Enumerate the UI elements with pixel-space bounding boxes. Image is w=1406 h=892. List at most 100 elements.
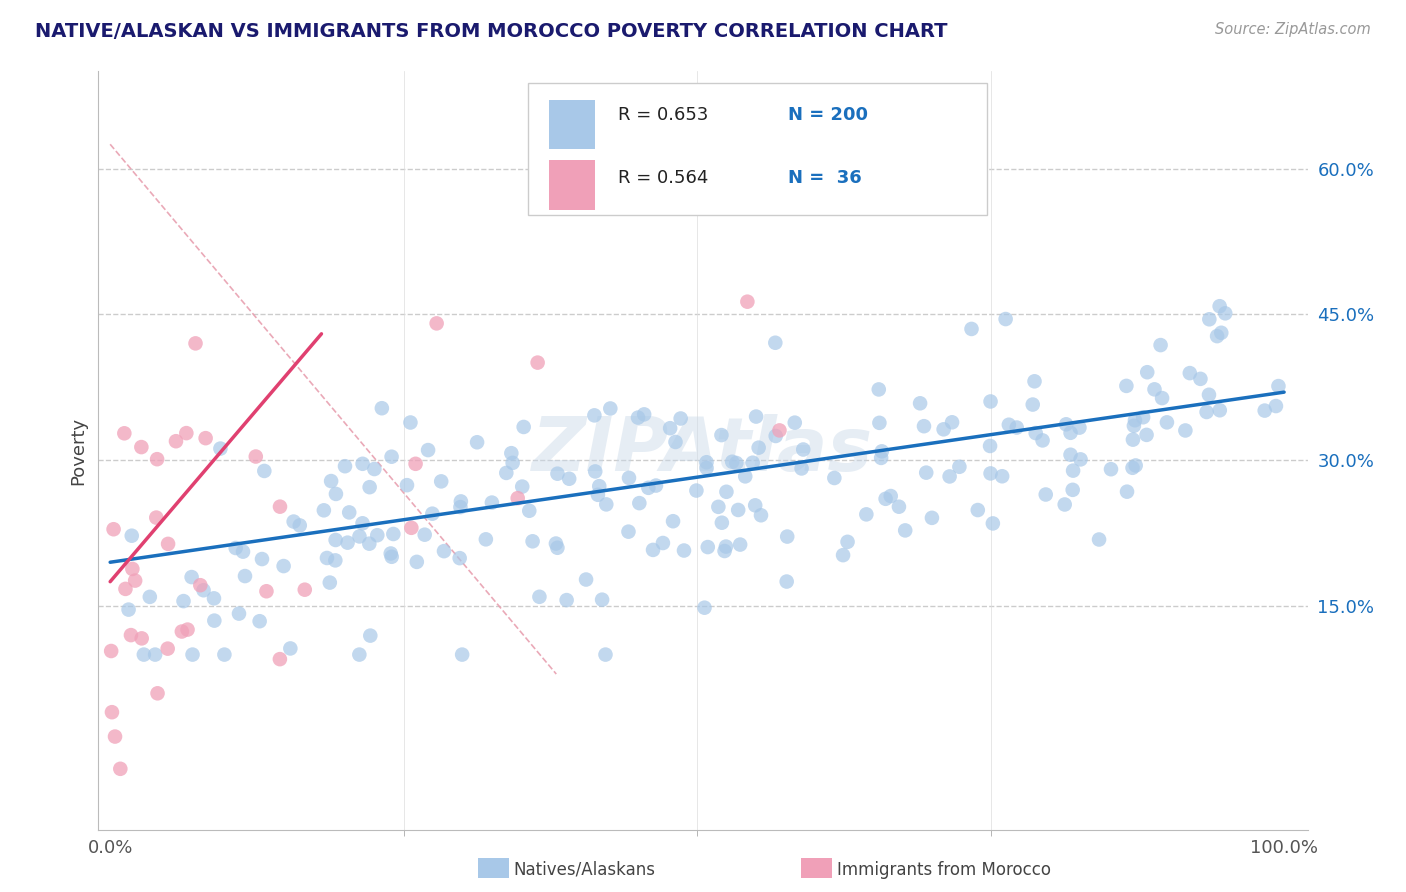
Point	[887, 500, 910, 514]
Point	[981, 516, 1004, 531]
Point	[1122, 433, 1144, 447]
Point	[269, 652, 291, 666]
Point	[349, 648, 371, 662]
Point	[748, 441, 770, 455]
Point	[617, 524, 640, 539]
Point	[288, 518, 311, 533]
Point	[465, 435, 488, 450]
Point	[1189, 372, 1212, 386]
Point	[323, 553, 346, 567]
Y-axis label: Poverty: Poverty	[69, 417, 87, 484]
Point	[316, 551, 339, 566]
Point	[193, 583, 215, 598]
Point	[433, 544, 456, 558]
Point	[1206, 329, 1229, 343]
Point	[915, 466, 938, 480]
Point	[737, 294, 759, 309]
Point	[1062, 483, 1084, 497]
Point	[591, 592, 613, 607]
Point	[641, 542, 664, 557]
Point	[1088, 533, 1111, 547]
Point	[707, 500, 730, 514]
Point	[727, 503, 749, 517]
Point	[651, 536, 673, 550]
Point	[693, 600, 716, 615]
Point	[1198, 312, 1220, 326]
Point	[659, 421, 682, 435]
Point	[145, 510, 167, 524]
Point	[966, 503, 988, 517]
Point	[333, 459, 356, 474]
Point	[1143, 382, 1166, 396]
Point	[269, 500, 291, 514]
Point	[1069, 420, 1091, 434]
Point	[110, 762, 132, 776]
Point	[725, 456, 748, 470]
Point	[1054, 417, 1077, 432]
FancyBboxPatch shape	[527, 83, 987, 216]
Point	[855, 508, 877, 522]
Point	[450, 494, 472, 508]
Point	[517, 504, 540, 518]
Point	[932, 422, 955, 436]
Point	[371, 401, 394, 416]
Point	[875, 491, 897, 506]
Point	[832, 548, 855, 562]
Point	[921, 511, 943, 525]
Point	[426, 317, 449, 331]
Point	[558, 472, 581, 486]
Point	[980, 467, 1002, 481]
Point	[349, 529, 371, 543]
Point	[617, 471, 640, 485]
Point	[1254, 403, 1277, 417]
Point	[783, 416, 806, 430]
Point	[451, 648, 474, 662]
Point	[1132, 410, 1154, 425]
Point	[475, 533, 498, 547]
Point	[405, 457, 427, 471]
Text: R = 0.653: R = 0.653	[619, 105, 709, 124]
Point	[1122, 418, 1144, 433]
Point	[546, 467, 568, 481]
Point	[449, 551, 471, 566]
Point	[734, 469, 756, 483]
Text: NATIVE/ALASKAN VS IMMIGRANTS FROM MOROCCO POVERTY CORRELATION CHART: NATIVE/ALASKAN VS IMMIGRANTS FROM MOROCC…	[35, 22, 948, 41]
Point	[253, 464, 276, 478]
Point	[575, 573, 598, 587]
Point	[146, 686, 169, 700]
Point	[337, 505, 360, 519]
Bar	[550, 161, 595, 210]
Point	[1122, 460, 1144, 475]
Point	[908, 396, 931, 410]
Point	[132, 648, 155, 662]
Point	[595, 648, 617, 662]
Point	[1136, 365, 1159, 379]
Point	[1208, 299, 1230, 313]
Point	[792, 442, 814, 457]
Point	[121, 529, 143, 543]
Point	[696, 455, 718, 469]
Point	[245, 450, 267, 464]
Point	[1156, 415, 1178, 429]
Point	[283, 515, 305, 529]
Point	[1022, 398, 1045, 412]
Point	[156, 641, 179, 656]
Point	[250, 552, 273, 566]
Point	[599, 401, 621, 416]
Point	[184, 336, 207, 351]
Point	[837, 534, 859, 549]
Point	[101, 705, 124, 719]
Point	[669, 411, 692, 425]
Point	[583, 409, 606, 423]
Point	[662, 514, 685, 528]
Point	[165, 434, 187, 449]
Point	[103, 522, 125, 536]
Point	[745, 409, 768, 424]
Point	[1123, 413, 1146, 427]
Point	[399, 416, 422, 430]
Point	[495, 466, 517, 480]
Point	[139, 590, 162, 604]
Point	[672, 543, 695, 558]
Point	[868, 416, 890, 430]
Point	[225, 541, 247, 555]
